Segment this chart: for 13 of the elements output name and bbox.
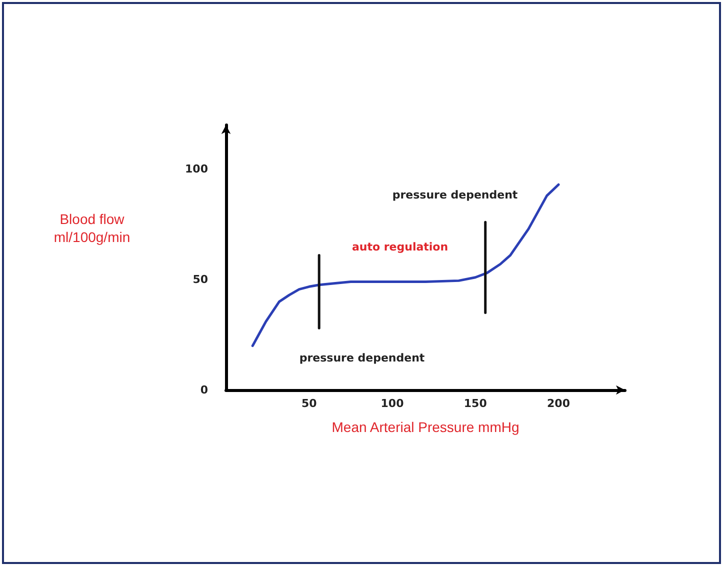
y-tick-label: 50 — [192, 273, 208, 286]
line-series — [251, 183, 560, 348]
annotation: auto regulation — [352, 240, 448, 254]
y-axis-title: Blood flow ml/100g/min — [54, 211, 130, 245]
y-tick-label: 0 — [200, 384, 208, 396]
x-tick-label: 100 — [380, 397, 404, 410]
annotation: pressure dependent — [299, 352, 425, 364]
x-tick-label: 50 — [301, 397, 318, 410]
x-axis-title: Mean Arterial Pressure mmHg — [332, 419, 520, 435]
annotation: pressure dependent — [392, 188, 518, 202]
x-tick-label: 150 — [464, 397, 488, 410]
y-tick-label: 100 — [185, 162, 208, 176]
x-tick-label: 200 — [547, 397, 570, 410]
